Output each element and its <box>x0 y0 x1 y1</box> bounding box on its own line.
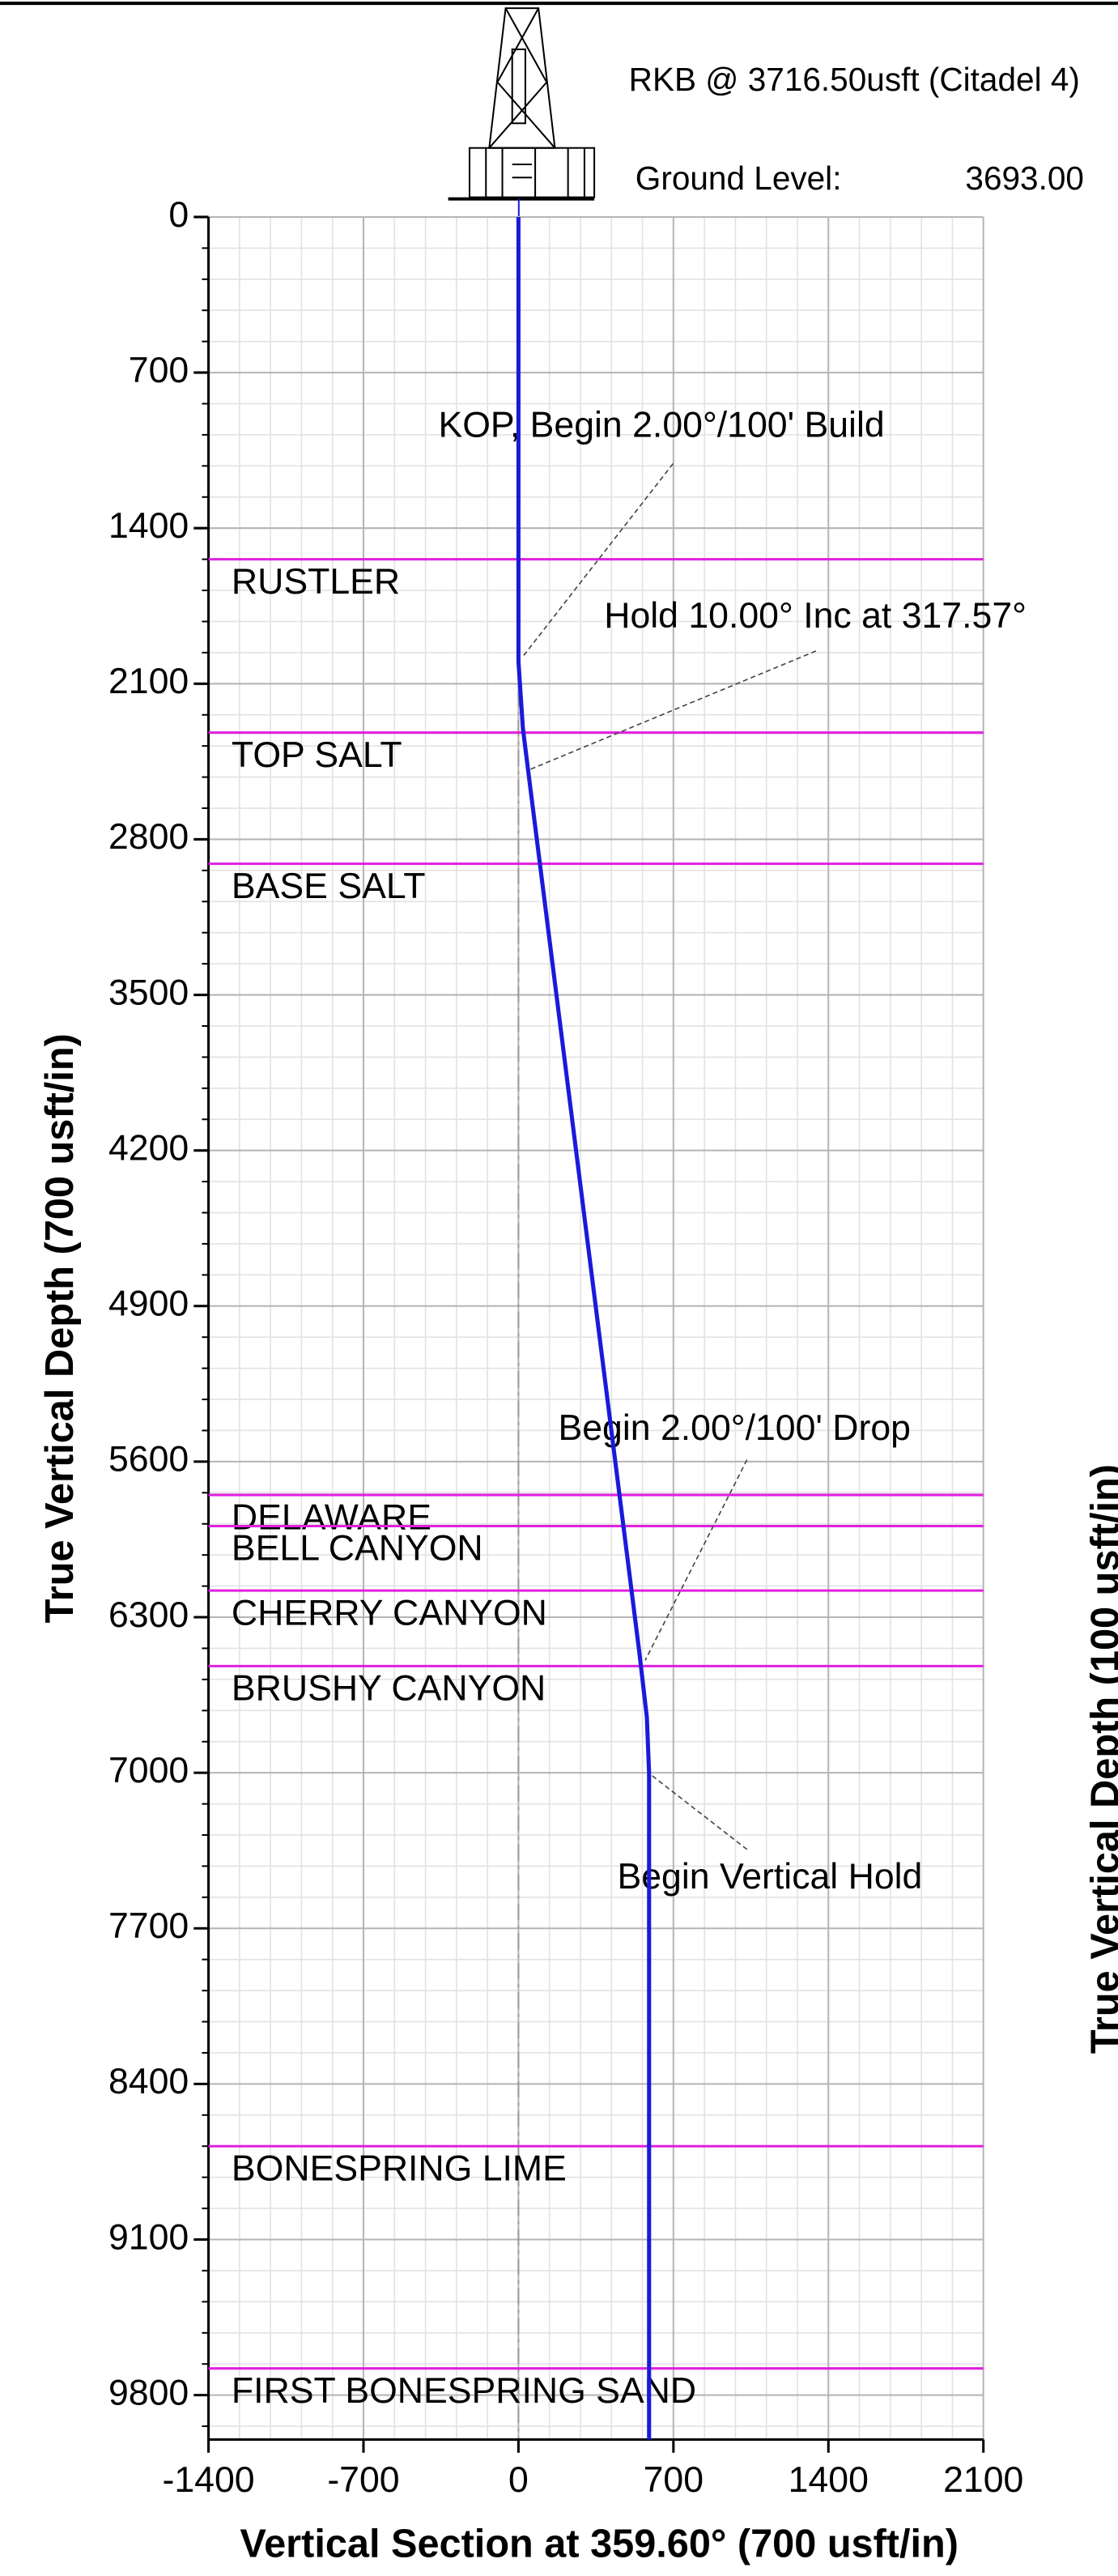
y-tick-label: 1400 <box>108 506 189 546</box>
rkb-label: RKB @ 3716.50usft (Citadel 4) <box>629 61 1080 98</box>
annotation-leader <box>651 1774 748 1850</box>
derrick-icon <box>448 7 596 244</box>
y-tick-label: 5600 <box>108 1440 189 1480</box>
formation-label: BRUSHY CANYON <box>232 1669 546 1709</box>
annotation: Begin Vertical Hold <box>617 1857 922 1897</box>
x-tick-label: 0 <box>508 2460 529 2500</box>
y-tick-label: 4900 <box>108 1284 189 1324</box>
formation-label: BONESPRING LIME <box>232 2148 567 2188</box>
y-axis-title: True Vertical Depth (700 usft/in) <box>38 1033 82 1623</box>
y-tick-label: 3500 <box>108 973 189 1012</box>
formation-label: CHERRY CANYON <box>232 1593 547 1633</box>
x-tick-label: 700 <box>644 2460 704 2500</box>
y-tick-label: 2100 <box>108 662 189 701</box>
ground-value: 3693.00 <box>965 160 1084 197</box>
formation-label: DELAWARE <box>232 1497 431 1537</box>
y-tick-label: 9100 <box>108 2217 189 2257</box>
x-tick-label: 1400 <box>789 2460 869 2500</box>
formation-label: BELL CANYON <box>232 1529 483 1569</box>
y-tick-label: 7000 <box>108 1751 189 1790</box>
x-tick-label: -700 <box>327 2460 399 2500</box>
x-axis-title: Vertical Section at 359.60° (700 usft/in… <box>240 2522 959 2565</box>
formation-label: FIRST BONESPRING SAND <box>232 2371 696 2411</box>
y-tick-label: 0 <box>168 195 189 235</box>
wellbore-path <box>516 216 652 2440</box>
y-tick-label: 8400 <box>108 2062 189 2101</box>
y-tick-label: 4200 <box>108 1128 189 1168</box>
annotation: Begin 2.00°/100' Drop <box>558 1408 911 1448</box>
x-tick-label: 2100 <box>943 2460 1023 2500</box>
formation-label: BASE SALT <box>232 866 426 906</box>
y-tick-label: 9800 <box>108 2373 189 2412</box>
formation-label: RUSTLER <box>232 562 400 602</box>
y-tick-label: 6300 <box>108 1595 189 1635</box>
ground-label: Ground Level: <box>636 160 842 197</box>
formation-label: TOP SALT <box>232 735 402 775</box>
annotation-leader <box>644 1459 748 1661</box>
annotation: Hold 10.00° Inc at 317.57° <box>604 596 1027 636</box>
y-tick-label: 2800 <box>108 817 189 857</box>
annotation: KOP, Begin 2.00°/100' Build <box>438 406 884 445</box>
x-tick-label: -1400 <box>163 2460 255 2500</box>
y2-axis-title: True Vertical Depth (100 usft/in) <box>1084 1464 1118 2054</box>
annotation-leader <box>529 650 817 770</box>
y-tick-label: 700 <box>129 351 189 390</box>
y-tick-label: 7700 <box>108 1906 189 1946</box>
